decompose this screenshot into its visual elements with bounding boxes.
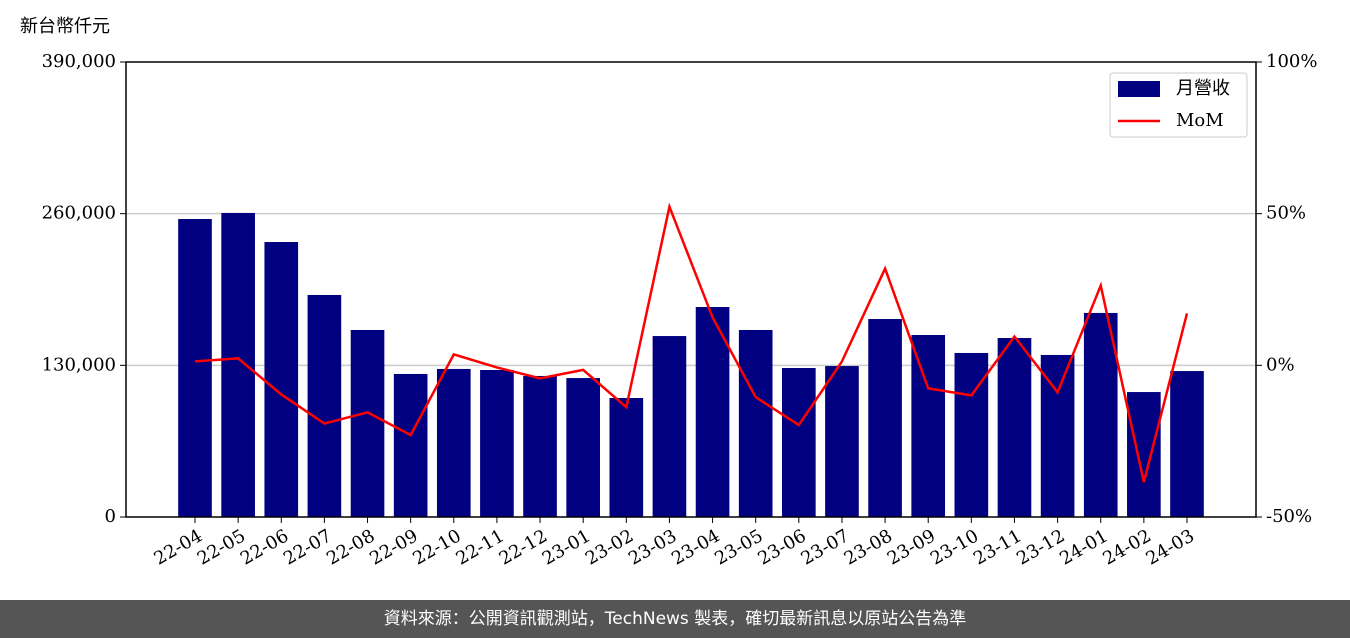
- x-tick-label: 24-01: [1056, 525, 1111, 569]
- bar: [652, 336, 687, 517]
- bar: [178, 219, 212, 518]
- x-tick-label: 23-11: [970, 525, 1025, 569]
- y-tick-label: 260,000: [42, 203, 116, 224]
- legend-swatch: [1118, 81, 1160, 97]
- x-tick-label: 23-08: [841, 525, 896, 569]
- plot-frame: [125, 61, 1257, 518]
- y2-tick-label: -50%: [1266, 506, 1312, 527]
- bar: [997, 338, 1032, 517]
- bar: [1127, 392, 1161, 517]
- x-tick-label: 23-01: [539, 525, 594, 569]
- x-tick-label: 22-07: [280, 525, 335, 569]
- x-tick-label: 23-02: [582, 525, 637, 569]
- x-tick-label: 23-07: [798, 525, 853, 569]
- bar: [523, 375, 557, 517]
- bar: [868, 319, 902, 517]
- x-tick-label: 22-11: [452, 525, 507, 569]
- x-tick-label: 22-06: [237, 525, 292, 569]
- footer: 資料來源：公開資訊觀測站，TechNews 製表，確切最新訊息以原站公告為準: [0, 600, 1350, 638]
- x-tick-label: 23-12: [1013, 525, 1068, 569]
- y2-tick-label: 50%: [1266, 203, 1306, 224]
- x-tick-label: 22-05: [194, 525, 249, 569]
- bar: [1040, 354, 1075, 517]
- bar: [782, 368, 816, 517]
- bar: [221, 212, 255, 517]
- bar: [1083, 312, 1118, 517]
- bar: [738, 329, 773, 517]
- bar: [350, 329, 385, 517]
- x-tick-label: 23-06: [754, 525, 809, 569]
- x-tick-label: 23-04: [668, 525, 723, 569]
- y2-tick-label: 100%: [1266, 51, 1317, 72]
- y-tick-label: 0: [105, 506, 116, 527]
- x-tick-label: 23-09: [884, 525, 939, 569]
- x-tick-label: 23-05: [711, 525, 766, 569]
- x-tick-label: 22-09: [366, 525, 421, 569]
- bar: [825, 366, 859, 517]
- bar: [393, 373, 428, 517]
- legend: 月營收 MoM: [1109, 72, 1248, 138]
- x-tick-label: 23-03: [625, 525, 680, 569]
- bar: [264, 242, 299, 517]
- x-tick-label: 22-10: [409, 525, 464, 569]
- x-tick-label: 24-02: [1099, 525, 1154, 569]
- legend-label: 月營收: [1176, 78, 1230, 99]
- bar: [436, 368, 471, 517]
- chart: 新台幣仟元 0 130,000 260,000 390,000 -50% 0% 50% 100…: [20, 16, 1317, 570]
- x-tick-label: 22-12: [496, 525, 551, 569]
- bar: [1170, 371, 1204, 517]
- bar: [480, 370, 514, 517]
- x-tick-label: 22-04: [151, 525, 206, 569]
- legend-label: MoM: [1176, 110, 1224, 131]
- y2-tick-label: 0%: [1266, 354, 1295, 375]
- x-tick-label: 22-08: [323, 525, 378, 569]
- bar: [911, 335, 946, 517]
- y-axis-label: 新台幣仟元: [20, 16, 110, 37]
- bar: [609, 398, 644, 517]
- x-tick-label: 23-10: [927, 525, 982, 569]
- y-tick-label: 130,000: [42, 354, 116, 375]
- line: [194, 202, 1189, 483]
- y-tick-label: 390,000: [42, 51, 116, 72]
- bar: [307, 294, 342, 517]
- bar: [695, 307, 730, 517]
- x-tick-label: 24-03: [1143, 525, 1198, 569]
- bar: [566, 378, 600, 517]
